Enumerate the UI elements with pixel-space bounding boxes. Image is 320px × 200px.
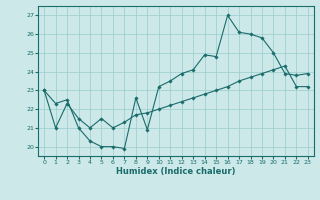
X-axis label: Humidex (Indice chaleur): Humidex (Indice chaleur) [116,167,236,176]
